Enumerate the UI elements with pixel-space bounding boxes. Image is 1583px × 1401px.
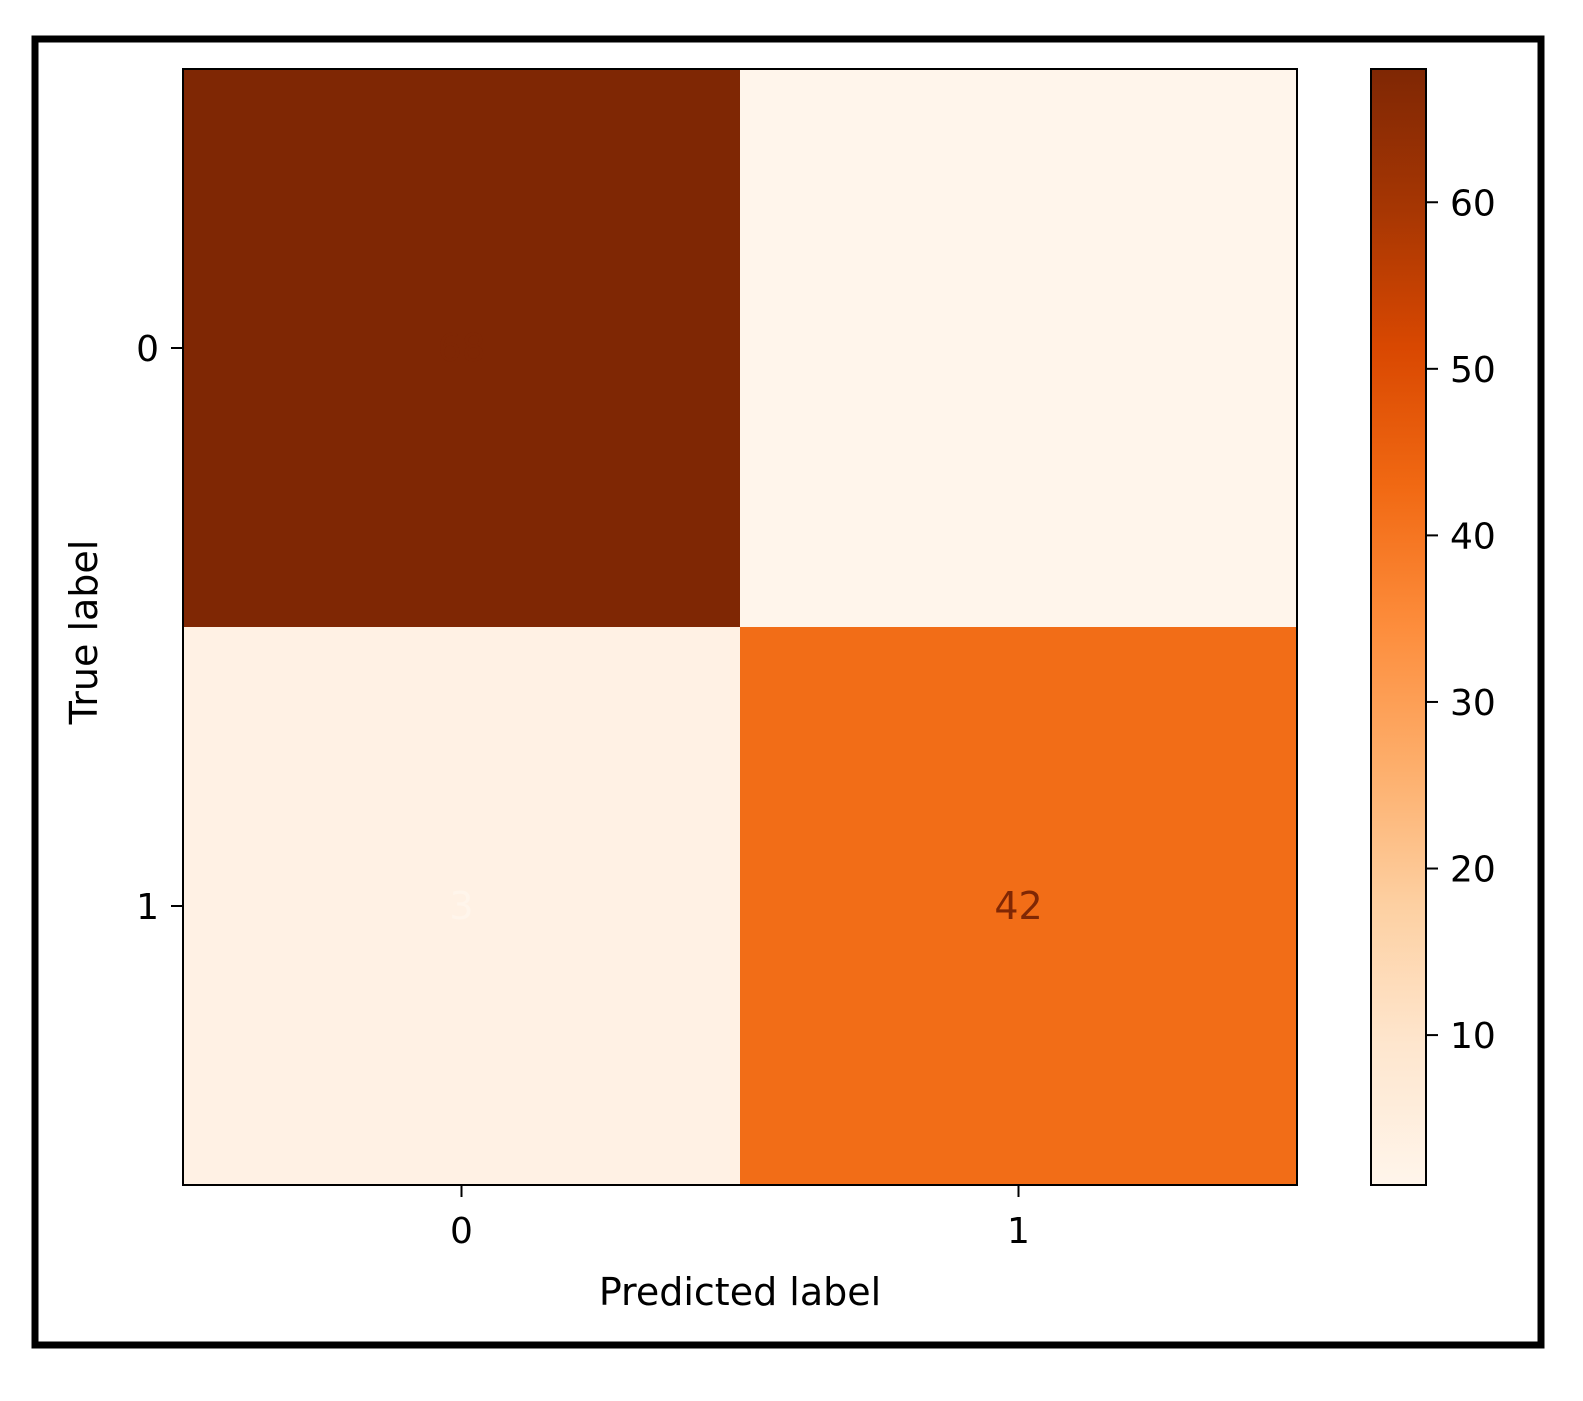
colorbar-tick-label-40: 40 <box>1450 516 1496 557</box>
matrix-cells <box>183 69 1298 1186</box>
x-axis-label: Predicted label <box>599 1270 881 1314</box>
cell-value-r0-c1: 1 <box>1006 326 1030 370</box>
cell-value-r1-c0: 3 <box>449 884 473 928</box>
matrix-cell-r1-c0 <box>183 627 741 1186</box>
matrix-cell-r1-c1 <box>740 627 1298 1186</box>
figure-frame <box>31 35 1545 1349</box>
y-tick-label-0: 0 <box>136 329 159 370</box>
y-axis-ticks: 01 <box>136 329 183 928</box>
colorbar-tick-label-10: 10 <box>1450 1016 1496 1057</box>
x-tick-label-0: 0 <box>450 1211 473 1252</box>
matrix-cell-values: 68 1 3 42 <box>437 326 1042 928</box>
matrix-cell-r0-c1 <box>740 69 1298 628</box>
colorbar-tick-label-30: 30 <box>1450 683 1496 724</box>
cell-value-r0-c0: 68 <box>437 326 485 370</box>
y-tick-label-1: 1 <box>136 887 159 928</box>
cell-value-r1-c1: 42 <box>994 884 1042 928</box>
colorbar-outline <box>1370 68 1427 1186</box>
matrix-cell-r0-c0 <box>183 69 741 628</box>
matrix-axes-spine <box>182 68 1298 1186</box>
colorbar-tick-label-50: 50 <box>1450 350 1496 391</box>
colorbar-tick-label-60: 60 <box>1450 183 1496 224</box>
x-tick-label-1: 1 <box>1007 1211 1030 1252</box>
colorbar <box>1371 69 1426 1185</box>
colorbar-tick-label-20: 20 <box>1450 850 1496 891</box>
colorbar-ticks: 10 20 30 40 50 60 <box>1426 183 1496 1057</box>
y-axis-label: True label <box>62 540 106 726</box>
